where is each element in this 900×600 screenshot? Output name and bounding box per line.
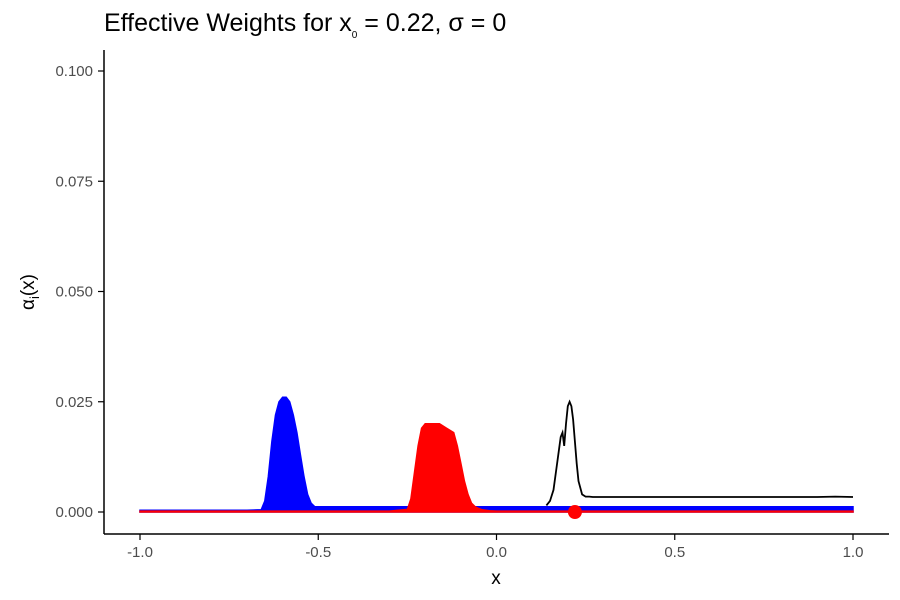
series-black-line: [545, 399, 854, 506]
y-ticks: 0.000 0.025 0.050 0.075 0.100: [55, 63, 104, 521]
y-axis-title: αi(x): [18, 274, 42, 310]
y-tick-label: 0.025: [55, 394, 93, 411]
y-axis-title-main: α: [18, 299, 39, 310]
x0-point-marker: [567, 505, 582, 519]
x-tick-label: 0.5: [664, 544, 685, 561]
y-tick-label: 0.050: [55, 284, 93, 301]
plot-area: [139, 396, 854, 519]
x-tick-label: 1.0: [843, 544, 864, 561]
x-axis-title: x: [491, 568, 501, 589]
y-tick-label: 0.075: [55, 173, 93, 190]
y-tick-label: 0.100: [55, 63, 93, 80]
x-tick-label: -1.0: [127, 544, 153, 561]
title-subscript: 0: [352, 30, 358, 41]
y-axis-title-sub: i: [27, 296, 42, 299]
y-tick-label: 0.000: [55, 504, 93, 521]
x-tick-label: -0.5: [305, 544, 331, 561]
x-tick-label: 0.0: [486, 544, 507, 561]
series-red-area: [139, 423, 854, 513]
y-axis-title-tail: (x): [18, 274, 39, 296]
title-suffix: = 0.22, σ = 0: [357, 9, 506, 37]
chart-title: Effective Weights for x0 = 0.22, σ = 0: [104, 9, 506, 41]
x-ticks: -1.0 -0.5 0.0 0.5 1.0: [127, 534, 863, 561]
series-blue-area: [139, 396, 854, 513]
title-prefix: Effective Weights for x: [104, 9, 352, 37]
